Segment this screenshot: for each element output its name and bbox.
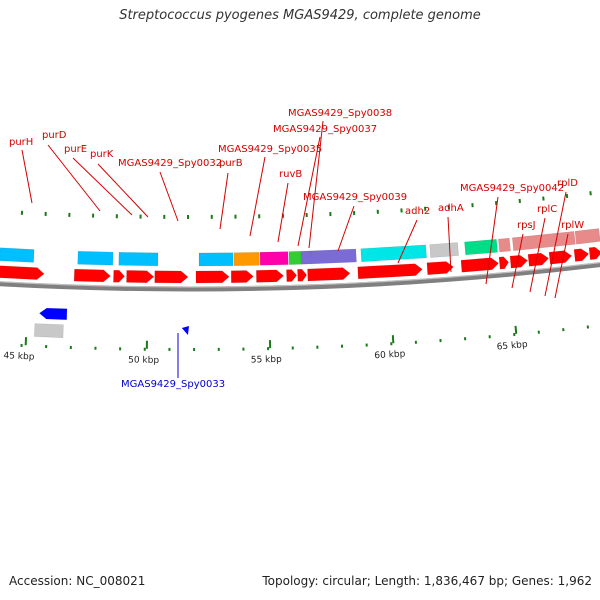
gene-box bbox=[574, 228, 600, 245]
gene-label: purD bbox=[42, 130, 67, 141]
gene-label-leader bbox=[337, 205, 355, 252]
gene-label: adhA bbox=[438, 203, 464, 214]
gene-label-leader bbox=[47, 144, 101, 212]
gene-label: rplC bbox=[537, 204, 557, 215]
cds-arrow bbox=[256, 269, 284, 283]
gene-label-leader bbox=[72, 157, 133, 216]
gene-box bbox=[259, 251, 289, 266]
gene-box bbox=[0, 247, 35, 263]
cds-arrow bbox=[460, 257, 499, 273]
cds-arrow bbox=[286, 269, 298, 282]
gene-label: MGAS9429_Spy0038 bbox=[288, 108, 392, 119]
gene-box bbox=[498, 237, 511, 253]
gene-box bbox=[118, 252, 159, 267]
gene-label-leader bbox=[529, 217, 546, 293]
cds-arrow bbox=[297, 268, 308, 282]
gene-label: MGAS9429_Spy0033 bbox=[121, 379, 225, 390]
gene-label: MGAS9429_Spy0039 bbox=[303, 192, 407, 203]
gene-label-leader bbox=[159, 171, 179, 222]
gene-box bbox=[310, 248, 357, 265]
gene-label-leader bbox=[544, 191, 567, 297]
gene-label-leader bbox=[21, 149, 33, 204]
map-title: Streptococcus pyogenes MGAS9429, complet… bbox=[119, 8, 481, 23]
gene-label: MGAS9429_Spy0035 bbox=[218, 144, 322, 155]
gene-label: rpsJ bbox=[517, 220, 536, 231]
gene-label-leader bbox=[308, 120, 324, 249]
gene-label-leader bbox=[447, 216, 452, 273]
gene-label: ruvB bbox=[279, 169, 302, 180]
gene-label: MGAS9429_Spy0037 bbox=[273, 124, 377, 135]
genome-backbone bbox=[0, 262, 600, 292]
gene-label: purK bbox=[90, 149, 114, 160]
gene-box bbox=[429, 242, 459, 258]
gene-label: rplD bbox=[557, 178, 578, 189]
cds-arrow bbox=[357, 263, 423, 280]
reverse-gene-arrow bbox=[38, 307, 68, 321]
gene-label-leader bbox=[297, 136, 321, 247]
cds-arrow bbox=[0, 265, 45, 280]
tick-mark-major bbox=[514, 325, 518, 334]
scale-label: 65 kbp bbox=[496, 340, 528, 353]
reverse-gene-arrow bbox=[181, 325, 189, 335]
cds-arrow bbox=[527, 252, 549, 267]
cds-arrow bbox=[154, 270, 189, 284]
gene-label-leader bbox=[277, 182, 289, 243]
scale-label: 60 kbp bbox=[374, 349, 406, 361]
gene-label: adh2 bbox=[405, 206, 430, 217]
cds-arrow bbox=[195, 270, 230, 284]
cds-arrow bbox=[573, 248, 590, 262]
gene-label-leader bbox=[554, 233, 569, 299]
gene-label: MGAS9429_Spy0042 bbox=[460, 183, 564, 194]
scale-label: 45 kbp bbox=[3, 351, 35, 362]
genome-backbone-highlight bbox=[0, 261, 600, 288]
cds-arrow bbox=[126, 270, 155, 283]
cds-arrow bbox=[509, 254, 528, 269]
gene-label-leader bbox=[219, 172, 229, 230]
gene-label: purB bbox=[219, 158, 243, 169]
scale-label: 50 kbp bbox=[128, 355, 159, 365]
gene-label-leader bbox=[485, 196, 499, 285]
gene-label: purE bbox=[64, 144, 87, 155]
gene-label-leader bbox=[397, 219, 418, 264]
genome-summary-text: Topology: circular; Length: 1,836,467 bp… bbox=[262, 574, 592, 588]
gene-box bbox=[288, 250, 302, 265]
gene-box bbox=[512, 231, 576, 252]
gene-label: MGAS9429_Spy0032 bbox=[118, 158, 222, 169]
scale-label: 55 kbp bbox=[251, 355, 282, 366]
gene-label: rplW bbox=[561, 220, 584, 231]
gene-box bbox=[464, 239, 498, 256]
gene-box bbox=[360, 244, 427, 262]
gene-box bbox=[77, 250, 114, 266]
accession-text: Accession: NC_008021 bbox=[9, 574, 146, 588]
gene-box bbox=[198, 252, 234, 267]
gene-box bbox=[233, 252, 260, 266]
cds-arrow bbox=[426, 261, 454, 276]
cds-arrow bbox=[548, 250, 573, 265]
reverse-gene-box bbox=[34, 323, 64, 338]
cds-arrow bbox=[307, 267, 351, 282]
gene-label: purH bbox=[9, 137, 33, 148]
cds-arrow bbox=[230, 270, 254, 284]
cds-arrow bbox=[73, 268, 111, 283]
gene-label-leader bbox=[97, 163, 149, 218]
cds-arrow bbox=[498, 256, 509, 270]
gene-label-leader bbox=[511, 233, 524, 289]
gene-label-leader bbox=[249, 156, 266, 237]
gene-box bbox=[300, 250, 312, 265]
cds-arrow bbox=[588, 246, 600, 260]
cds-arrow bbox=[113, 269, 125, 283]
